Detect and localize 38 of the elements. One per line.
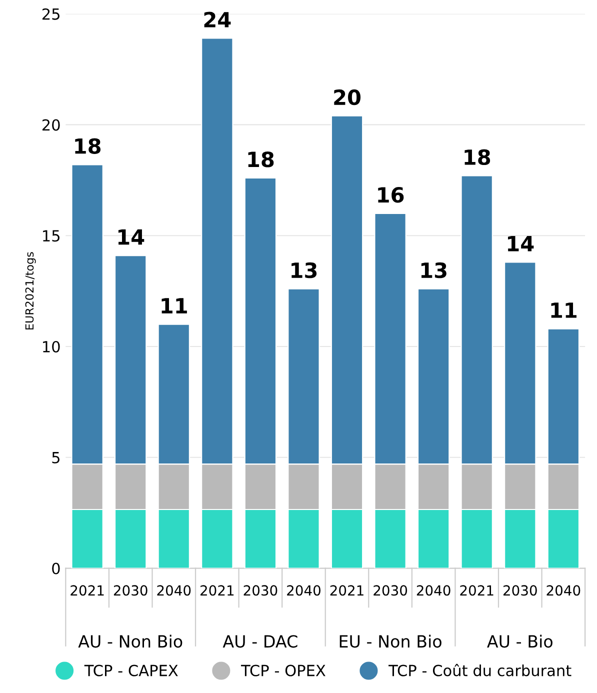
y-tick-label: 0	[52, 562, 60, 574]
x-tick-label: 2021	[70, 585, 104, 596]
y-axis-title: EUR2021/togs	[25, 252, 36, 330]
total-label: 16	[378, 187, 404, 203]
y-tick-label: 20	[42, 119, 60, 131]
total-label: 14	[118, 229, 144, 245]
text: AU - Non Bio	[78, 634, 182, 648]
x-tick-label: 2021	[200, 585, 234, 596]
total-label: 14	[508, 236, 534, 252]
total-label: 24	[204, 12, 231, 28]
text: AU - Bio	[487, 634, 552, 648]
total-label: 18	[75, 138, 101, 154]
y-tick-label: 5	[52, 452, 60, 464]
total-label: 18	[248, 152, 274, 168]
total-label: 11	[162, 298, 187, 314]
x-tick-label: 2030	[374, 585, 408, 596]
x-tick-label: 2021	[460, 585, 494, 596]
x-tick-label: 2030	[244, 585, 278, 596]
y-tick-label: 25	[42, 8, 60, 20]
x-tick-label: 2030	[114, 585, 148, 596]
x-tick-label: 2030	[503, 585, 537, 596]
y-tick-label: 10	[43, 340, 60, 353]
text: EU - Non Bio	[340, 634, 442, 648]
text: AU - DAC	[222, 635, 298, 648]
total-label: 11	[551, 302, 576, 318]
y-tick-label: 15	[43, 230, 60, 242]
x-tick-label: 2040	[157, 585, 191, 596]
legend-label: TCP - OPEX	[240, 664, 326, 676]
x-tick-label: 2021	[330, 585, 364, 596]
legend-label: TCP - CAPEX	[84, 664, 178, 676]
x-tick-label: 2040	[546, 585, 580, 596]
total-label: 13	[292, 262, 317, 278]
total-label: 13	[421, 262, 446, 278]
legend-label: TCP - Coût du carburant	[388, 664, 572, 676]
x-tick-label: 2040	[416, 585, 450, 596]
total-label: 18	[464, 149, 490, 166]
x-tick-label: 2040	[287, 585, 320, 596]
total-label: 20	[334, 89, 361, 106]
